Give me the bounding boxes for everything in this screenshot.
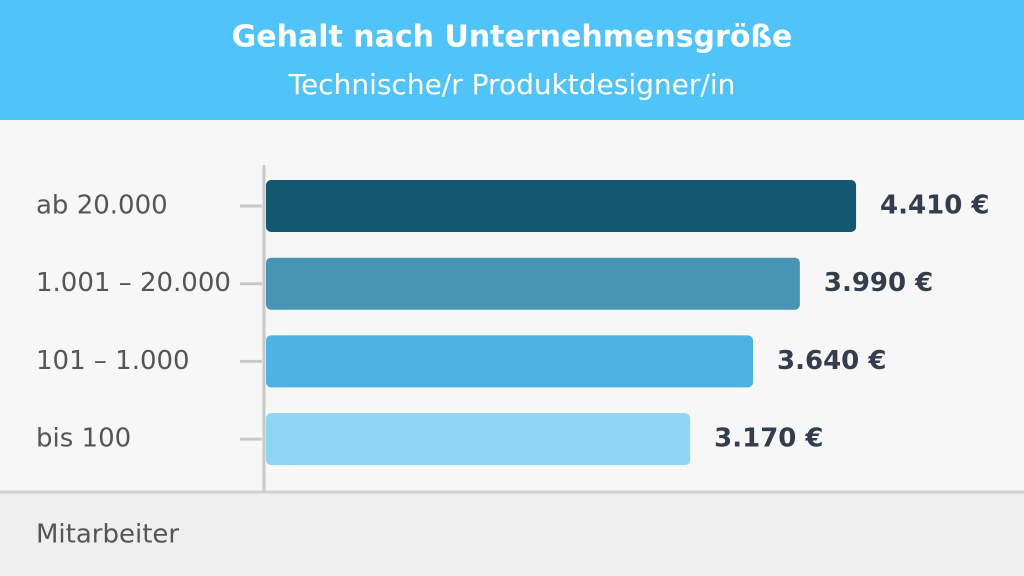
y-tick-label: 101 – 1.000: [36, 346, 190, 376]
y-tick-label: bis 100: [36, 424, 131, 454]
value-label: 3.170 €: [714, 424, 823, 454]
value-label: 4.410 €: [880, 191, 989, 221]
footer: [0, 492, 1024, 576]
value-label: 3.990 €: [824, 268, 933, 298]
chart-subtitle: Technische/r Produktdesigner/in: [288, 68, 736, 101]
bar: [266, 413, 691, 466]
y-tick-label: ab 20.000: [36, 191, 168, 221]
bar: [266, 335, 754, 388]
bar: [266, 180, 857, 232]
header: [0, 0, 1024, 120]
y-tick-label: 1.001 – 20.000: [36, 268, 231, 298]
bar: [266, 257, 800, 310]
chart-title: Gehalt nach Unternehmensgröße: [232, 20, 793, 55]
axis-label: Mitarbeiter: [36, 520, 179, 550]
value-label: 3.640 €: [777, 346, 886, 376]
